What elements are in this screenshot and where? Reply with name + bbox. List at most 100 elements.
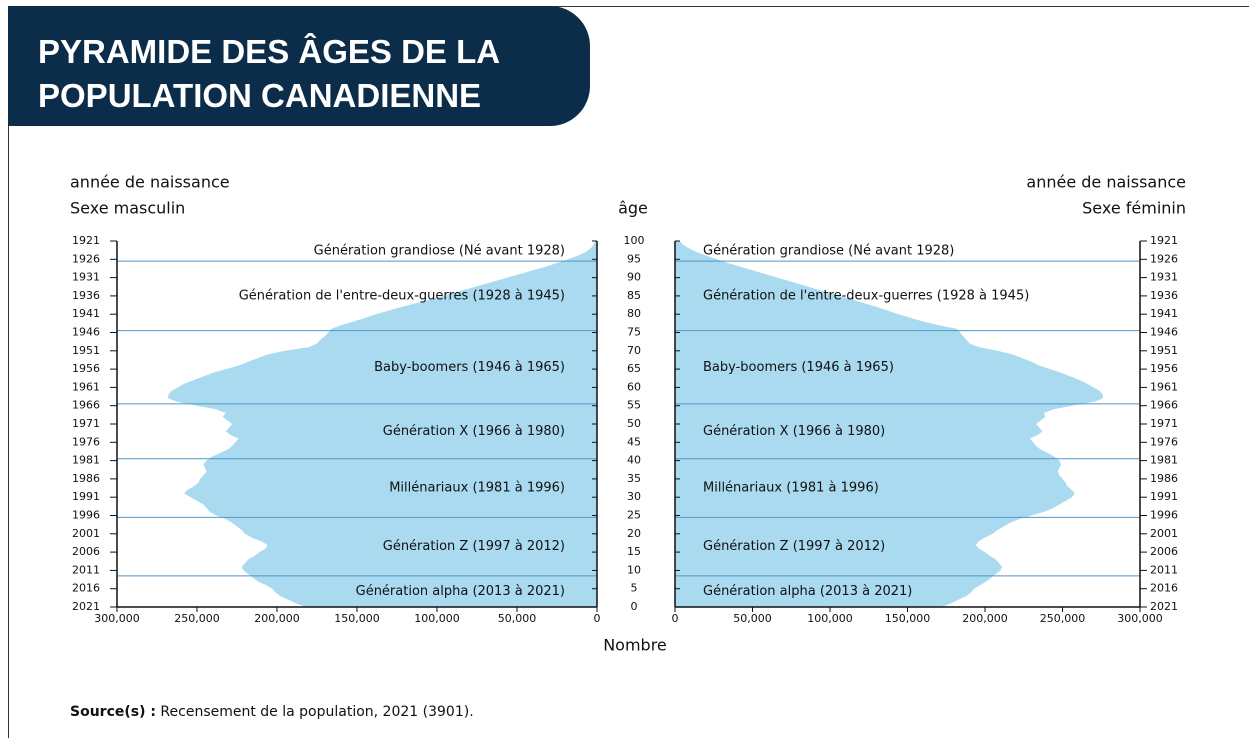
y-tick-label: 35 bbox=[627, 472, 641, 485]
y2-tick-label: 1941 bbox=[72, 307, 100, 320]
x-tick-label: 150,000 bbox=[885, 612, 931, 625]
y2-tick-label: 2011 bbox=[72, 563, 100, 576]
frame bbox=[8, 6, 1249, 738]
x-tick-label: 300,000 bbox=[1117, 612, 1163, 625]
generation-label: Génération grandiose (Né avant 1928) bbox=[314, 244, 565, 259]
y2-axis-title: année de naissance bbox=[1026, 173, 1186, 192]
y2-tick-label: 1976 bbox=[1150, 435, 1178, 448]
y-tick-label: 50 bbox=[627, 417, 641, 430]
y-tick-label: 20 bbox=[627, 527, 641, 540]
y2-tick-label: 1991 bbox=[1150, 490, 1178, 503]
y2-tick-label: 1926 bbox=[1150, 252, 1178, 265]
y-tick-label: 60 bbox=[627, 380, 641, 393]
y-tick-label: 10 bbox=[627, 563, 641, 576]
y2-tick-label: 1981 bbox=[72, 454, 100, 467]
generation-label: Baby-boomers (1946 à 1965) bbox=[374, 360, 565, 375]
generation-label: Génération alpha (2013 à 2021) bbox=[356, 584, 565, 599]
y2-tick-label: 1986 bbox=[72, 472, 100, 485]
y2-tick-label: 2001 bbox=[1150, 527, 1178, 540]
y2-tick-label: 1921 bbox=[72, 234, 100, 247]
y2-tick-label: 1926 bbox=[72, 252, 100, 265]
x-tick-label: 100,000 bbox=[414, 612, 460, 625]
generation-label: Génération Z (1997 à 2012) bbox=[703, 539, 885, 554]
y2-tick-label: 2016 bbox=[1150, 582, 1178, 595]
source-text: Recensement de la population, 2021 (3901… bbox=[160, 704, 474, 720]
generation-label: Génération de l'entre-deux-guerres (1928… bbox=[703, 288, 1029, 303]
y2-tick-label: 1971 bbox=[1150, 417, 1178, 430]
x-tick-label: 250,000 bbox=[174, 612, 220, 625]
population-area bbox=[168, 241, 597, 607]
x-tick-label: 250,000 bbox=[1040, 612, 1086, 625]
y2-tick-label: 1956 bbox=[72, 362, 100, 375]
y2-tick-label: 2016 bbox=[72, 582, 100, 595]
chart-title: PYRAMIDE DES ÂGES DE LA POPULATION CANAD… bbox=[38, 33, 499, 158]
y-tick-label: 85 bbox=[627, 289, 641, 302]
y2-tick-label: 1941 bbox=[1150, 307, 1178, 320]
y2-tick-label: 2006 bbox=[72, 545, 100, 558]
y-tick-label: 90 bbox=[627, 271, 641, 284]
y2-axis-title: année de naissance bbox=[70, 173, 230, 192]
y-tick-label: 30 bbox=[627, 490, 641, 503]
generation-label: Millénariaux (1981 à 1996) bbox=[389, 481, 565, 496]
x-tick-label: 300,000 bbox=[94, 612, 140, 625]
y-tick-label: 55 bbox=[627, 399, 641, 412]
y2-tick-label: 1931 bbox=[72, 271, 100, 284]
y2-tick-label: 2021 bbox=[1150, 600, 1178, 613]
title-box: PYRAMIDE DES ÂGES DE LA POPULATION CANAD… bbox=[8, 6, 590, 158]
x-tick-label: 200,000 bbox=[254, 612, 300, 625]
y-tick-label: 15 bbox=[627, 545, 641, 558]
y-tick-label: 25 bbox=[627, 509, 641, 522]
y-tick-label: 70 bbox=[627, 344, 641, 357]
y2-tick-label: 1951 bbox=[1150, 344, 1178, 357]
y-tick-label: 5 bbox=[631, 582, 638, 595]
y-axis-title: âge bbox=[618, 199, 648, 218]
y2-tick-label: 1991 bbox=[72, 490, 100, 503]
y-tick-label: 0 bbox=[631, 600, 638, 613]
y2-tick-label: 1966 bbox=[1150, 399, 1178, 412]
y-tick-label: 65 bbox=[627, 362, 641, 375]
generation-label: Millénariaux (1981 à 1996) bbox=[703, 481, 879, 496]
y2-tick-label: 1961 bbox=[72, 380, 100, 393]
generation-label: Génération alpha (2013 à 2021) bbox=[703, 584, 912, 599]
population-area bbox=[675, 241, 1103, 607]
y-tick-label: 45 bbox=[627, 435, 641, 448]
y2-tick-label: 2001 bbox=[72, 527, 100, 540]
y2-tick-label: 1956 bbox=[1150, 362, 1178, 375]
y-tick-label: 95 bbox=[627, 252, 641, 265]
y2-tick-label: 2006 bbox=[1150, 545, 1178, 558]
y2-tick-label: 1951 bbox=[72, 344, 100, 357]
y-tick-label: 75 bbox=[627, 326, 641, 339]
generation-label: Génération grandiose (Né avant 1928) bbox=[703, 244, 954, 259]
x-tick-label: 200,000 bbox=[962, 612, 1008, 625]
x-tick-label: 150,000 bbox=[334, 612, 380, 625]
y2-tick-label: 1971 bbox=[72, 417, 100, 430]
generation-label: Baby-boomers (1946 à 1965) bbox=[703, 360, 894, 375]
y2-tick-label: 2021 bbox=[72, 600, 100, 613]
y2-tick-label: 1966 bbox=[72, 399, 100, 412]
y2-tick-label: 1936 bbox=[72, 289, 100, 302]
generation-label: Génération X (1966 à 1980) bbox=[383, 424, 565, 439]
source-label: Source(s) : bbox=[70, 704, 156, 720]
y2-tick-label: 1921 bbox=[1150, 234, 1178, 247]
generation-label: Génération de l'entre-deux-guerres (1928… bbox=[239, 288, 565, 303]
generation-label: Génération X (1966 à 1980) bbox=[703, 424, 885, 439]
y-tick-label: 80 bbox=[627, 307, 641, 320]
x-axis-title: Nombre bbox=[603, 636, 667, 655]
y2-tick-label: 1961 bbox=[1150, 380, 1178, 393]
y-tick-label: 100 bbox=[624, 234, 645, 247]
source: Source(s) : Recensement de la population… bbox=[70, 704, 474, 720]
y2-tick-label: 2011 bbox=[1150, 563, 1178, 576]
y2-tick-label: 1996 bbox=[72, 509, 100, 522]
y2-tick-label: 1946 bbox=[72, 326, 100, 339]
x-tick-label: 0 bbox=[672, 612, 679, 625]
y2-tick-label: 1976 bbox=[72, 435, 100, 448]
x-tick-label: 50,000 bbox=[498, 612, 537, 625]
y-tick-label: 40 bbox=[627, 454, 641, 467]
x-tick-label: 0 bbox=[594, 612, 601, 625]
series-label: Sexe féminin bbox=[1082, 199, 1186, 218]
generation-label: Génération Z (1997 à 2012) bbox=[383, 539, 565, 554]
x-tick-label: 50,000 bbox=[733, 612, 772, 625]
y2-tick-label: 1936 bbox=[1150, 289, 1178, 302]
y2-tick-label: 1946 bbox=[1150, 326, 1178, 339]
